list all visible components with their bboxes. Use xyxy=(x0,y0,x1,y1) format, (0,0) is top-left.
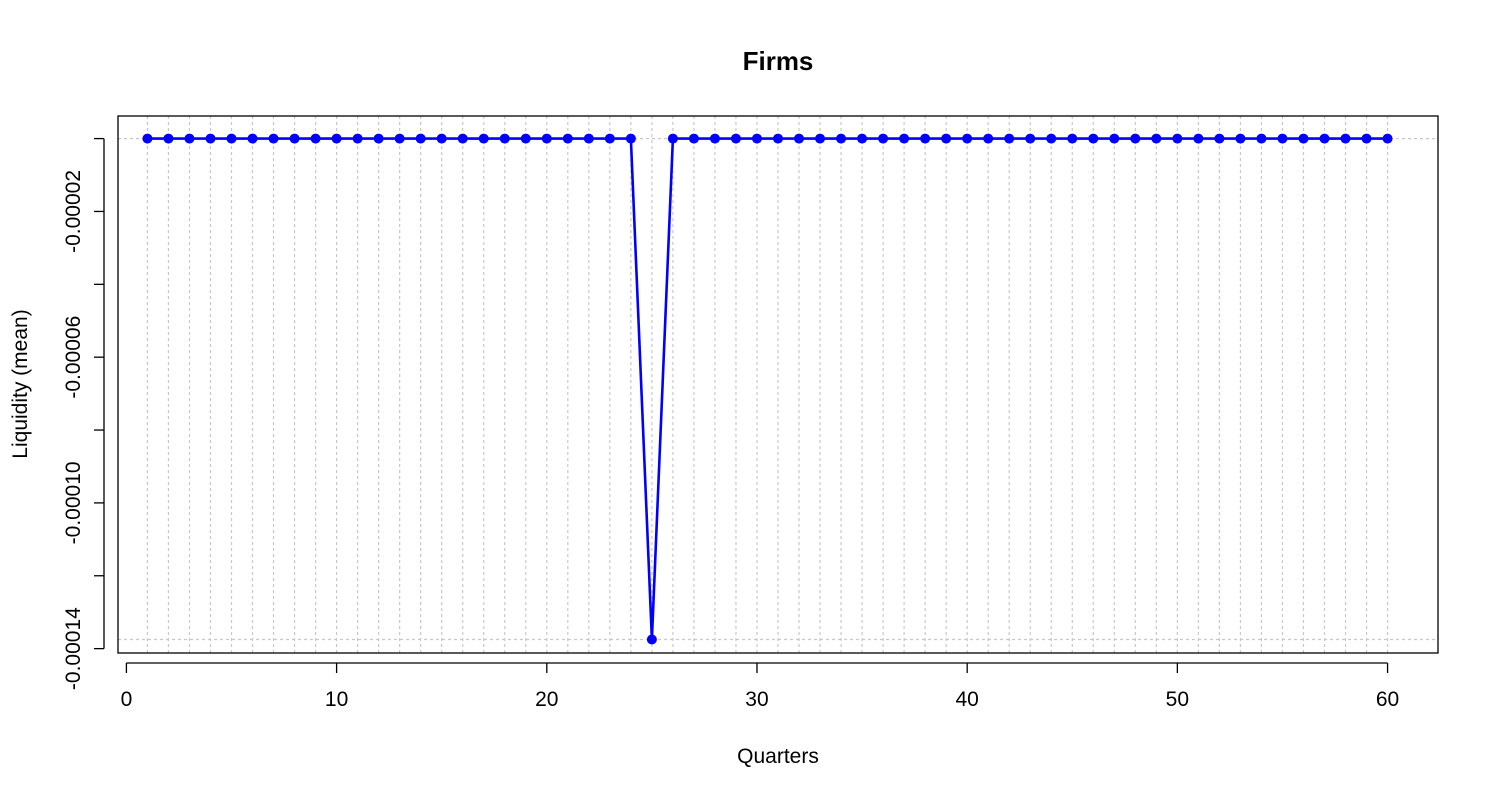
data-point xyxy=(1067,133,1078,144)
data-point xyxy=(1235,133,1246,144)
data-point xyxy=(1277,133,1288,144)
data-point xyxy=(730,133,741,144)
data-point xyxy=(499,133,510,144)
data-point xyxy=(836,133,847,144)
data-point xyxy=(1361,133,1372,144)
series-liquidity xyxy=(142,133,1393,645)
data-point xyxy=(1256,133,1267,144)
y-tick-label: -0.00002 xyxy=(62,170,85,253)
data-point xyxy=(562,133,573,144)
data-point xyxy=(878,133,889,144)
data-point xyxy=(520,133,531,144)
y-tick-label: -0.00014 xyxy=(62,607,85,690)
x-tick-label: 20 xyxy=(535,688,558,711)
data-point xyxy=(1004,133,1015,144)
data-point xyxy=(247,133,258,144)
x-tick-label: 40 xyxy=(955,688,978,711)
data-point xyxy=(163,133,174,144)
data-point xyxy=(142,133,153,144)
x-tick-label: 30 xyxy=(745,688,768,711)
x-tick-label: 0 xyxy=(121,688,133,711)
data-point xyxy=(1088,133,1099,144)
data-point xyxy=(541,133,552,144)
data-point xyxy=(983,133,994,144)
data-point xyxy=(1193,133,1204,144)
data-point xyxy=(667,133,678,144)
data-point xyxy=(773,133,783,144)
data-point xyxy=(1319,133,1330,144)
data-point xyxy=(1214,133,1225,144)
data-point xyxy=(457,133,468,144)
data-point xyxy=(310,133,321,144)
data-point xyxy=(1046,133,1057,144)
data-point xyxy=(583,133,594,144)
data-point xyxy=(205,133,216,144)
y-axis-label: Liquidity (mean) xyxy=(9,309,32,458)
series-line xyxy=(147,137,1388,640)
data-point xyxy=(920,133,931,144)
data-point xyxy=(1130,133,1141,144)
data-point xyxy=(268,133,279,144)
x-axis-label: Quarters xyxy=(737,745,819,768)
x-tick-label: 50 xyxy=(1166,688,1189,711)
grid-lines xyxy=(118,116,1438,653)
y-tick-label: -0.00010 xyxy=(62,461,85,544)
data-point xyxy=(289,133,300,144)
data-point xyxy=(604,133,615,144)
data-point xyxy=(1298,133,1309,144)
data-point xyxy=(1340,133,1351,144)
data-point xyxy=(1151,133,1162,144)
data-point xyxy=(394,133,405,144)
data-point xyxy=(226,133,237,144)
data-point xyxy=(373,133,384,144)
x-tick-label: 60 xyxy=(1376,688,1399,711)
data-point xyxy=(646,634,657,645)
y-axis: -0.00014 -0.00010 -0.00006 -0.00002 xyxy=(62,137,105,690)
data-point xyxy=(941,133,952,144)
data-point xyxy=(1382,133,1393,144)
data-point xyxy=(751,133,762,144)
y-tick-label: -0.00006 xyxy=(62,316,85,399)
data-point xyxy=(857,133,868,144)
data-point xyxy=(709,133,720,144)
plot-area xyxy=(117,115,1439,654)
data-point xyxy=(794,133,805,144)
data-point xyxy=(815,133,826,144)
x-tick-label: 10 xyxy=(325,688,348,711)
data-point xyxy=(625,133,636,144)
data-point xyxy=(899,133,910,144)
data-point xyxy=(478,133,489,144)
data-point xyxy=(352,133,363,144)
data-point xyxy=(688,133,699,144)
data-point xyxy=(331,133,342,144)
data-point xyxy=(1109,133,1120,144)
data-point xyxy=(1025,133,1036,144)
data-point xyxy=(436,133,447,144)
data-point xyxy=(415,133,426,144)
chart-title: Firms xyxy=(743,46,814,76)
data-point xyxy=(184,133,195,144)
data-point xyxy=(1172,133,1183,144)
x-axis: 0 10 20 30 40 50 60 xyxy=(121,662,1399,711)
data-point xyxy=(962,133,973,144)
